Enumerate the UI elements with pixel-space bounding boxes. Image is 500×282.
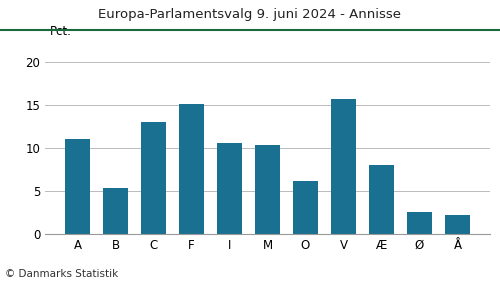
Bar	[103, 188, 128, 234]
Bar	[141, 122, 166, 234]
Text: Europa-Parlamentsvalg 9. juni 2024 - Annisse: Europa-Parlamentsvalg 9. juni 2024 - Ann…	[98, 8, 402, 21]
Bar	[217, 143, 242, 234]
Bar	[369, 165, 394, 234]
Text: Pct.: Pct.	[50, 25, 72, 38]
Bar	[179, 104, 204, 234]
Bar	[255, 145, 280, 234]
Bar	[331, 99, 356, 234]
Bar	[407, 212, 432, 234]
Text: © Danmarks Statistik: © Danmarks Statistik	[5, 269, 118, 279]
Bar	[445, 215, 470, 234]
Bar	[293, 181, 318, 234]
Bar	[65, 139, 90, 234]
